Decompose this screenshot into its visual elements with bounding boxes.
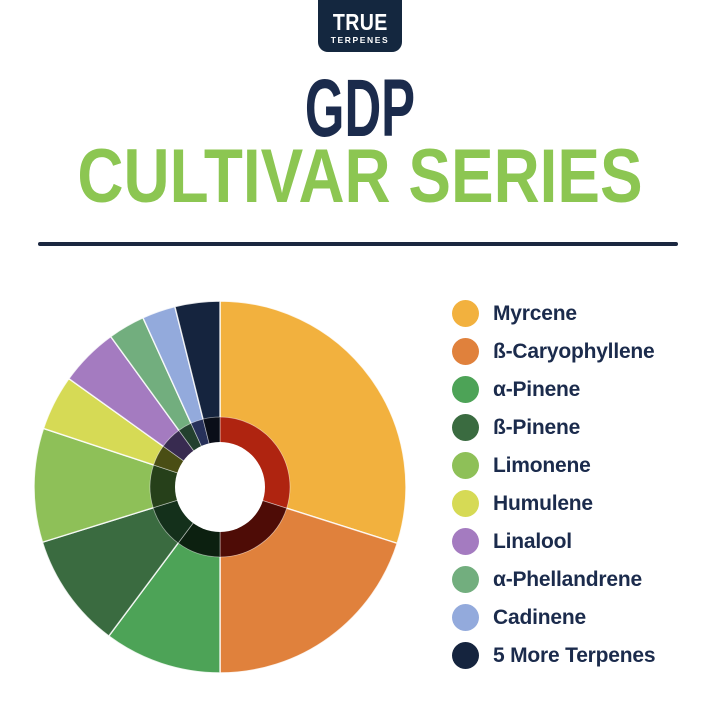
legend-label: α-Pinene — [493, 377, 581, 401]
legend-swatch-cadinene — [452, 604, 479, 631]
legend-item-humulene: Humulene — [452, 490, 655, 517]
logo-brand-subtext: TERPENES — [330, 35, 390, 46]
legend-swatch-5-more-terpenes — [452, 642, 479, 669]
legend-label: ß-Caryophyllene — [493, 339, 655, 363]
legend-swatch-phellandrene — [452, 566, 479, 593]
legend-item-limonene: Limonene — [452, 452, 655, 479]
pie-chart-svg — [33, 300, 407, 674]
terpene-pie-chart — [33, 300, 407, 674]
legend-item-caryophyllene: ß-Caryophyllene — [452, 338, 655, 365]
legend-swatch-myrcene — [452, 300, 479, 327]
legend-label: ß-Pinene — [493, 415, 581, 439]
legend-label: Humulene — [493, 491, 593, 515]
legend-swatch-pinene — [452, 376, 479, 403]
page-title: GDP — [304, 63, 416, 154]
legend-item-myrcene: Myrcene — [452, 300, 655, 327]
legend-item-phellandrene: α-Phellandrene — [452, 566, 655, 593]
page-subtitle: CULTIVAR SERIES — [77, 134, 643, 219]
chart-legend: Myrcene ß-Caryophyllene α-Pinene ß-Pinene Li… — [452, 300, 656, 669]
legend-label: 5 More Terpenes — [493, 643, 656, 667]
pie-center-hole — [175, 442, 265, 532]
legend-item-pinene: ß-Pinene — [452, 414, 655, 441]
legend-label: Myrcene — [493, 301, 577, 325]
title-divider — [38, 242, 678, 246]
pie-slice-limonene — [33, 427, 221, 543]
legend-swatch-linalool — [452, 528, 479, 555]
legend-item-linalool: Linalool — [452, 528, 655, 555]
legend-item-5-more-terpenes: 5 More Terpenes — [452, 642, 656, 669]
legend-swatch-caryophyllene — [452, 338, 479, 365]
legend-label: Linalool — [493, 529, 572, 553]
legend-item-cadinene: Cadinene — [452, 604, 655, 631]
legend-swatch-pinene — [452, 414, 479, 441]
legend-label: Limonene — [493, 453, 591, 477]
legend-item-pinene: α-Pinene — [452, 376, 655, 403]
legend-label: α-Phellandrene — [493, 567, 642, 591]
legend-swatch-limonene — [452, 452, 479, 479]
legend-swatch-humulene — [452, 490, 479, 517]
legend-label: Cadinene — [493, 605, 586, 629]
logo-brand-text: TRUE — [332, 9, 388, 36]
pie-slices-group — [33, 300, 407, 674]
true-terpenes-logo: TRUE TERPENES — [318, 0, 402, 52]
